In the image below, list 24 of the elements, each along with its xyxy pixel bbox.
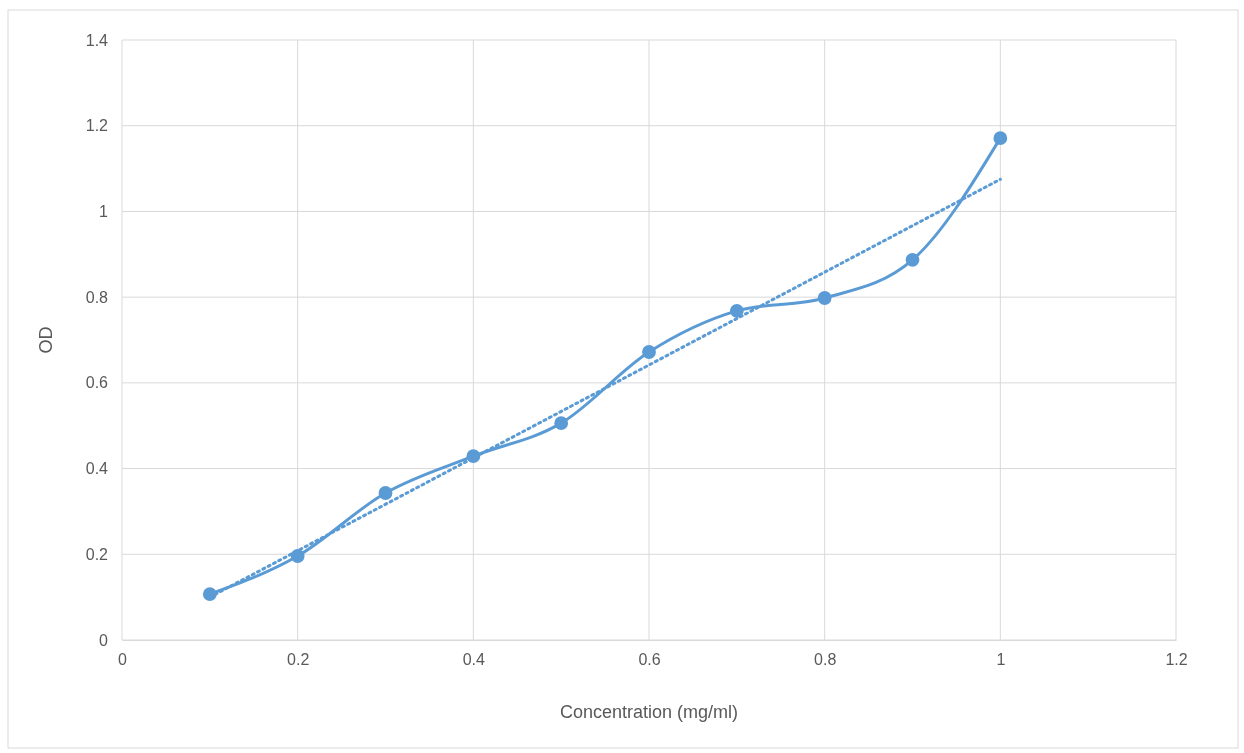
x-tick-label: 1: [996, 651, 1006, 669]
y-tick-label: 0: [99, 631, 109, 649]
x-axis-title: Concentration (mg/ml): [559, 702, 739, 722]
y-axis-title: OD: [36, 326, 56, 354]
point: [378, 486, 393, 500]
y-tick-label: 1.2: [85, 117, 109, 135]
point: [817, 291, 832, 305]
point: [993, 131, 1008, 146]
point: [642, 345, 656, 359]
x-tick-label: 0.6: [638, 651, 661, 669]
y-tick-label: 1: [99, 203, 109, 221]
x-tick-label: 1.2: [1165, 651, 1188, 669]
point: [554, 416, 569, 431]
point: [905, 252, 920, 267]
y-tick-label: 1.4: [85, 31, 109, 49]
y-tick-label: 0.6: [85, 374, 109, 392]
x-tick-label: 0.8: [814, 651, 837, 669]
x-tick-label: 0.2: [287, 651, 310, 669]
y-tick-label: 0.4: [85, 460, 109, 478]
x-tick-label: 0.4: [462, 651, 486, 669]
y-tick-label: 0.8: [85, 288, 109, 306]
y-tick-label: 0.2: [85, 545, 109, 563]
point: [729, 303, 744, 318]
x-tick-label: 0: [118, 651, 128, 669]
